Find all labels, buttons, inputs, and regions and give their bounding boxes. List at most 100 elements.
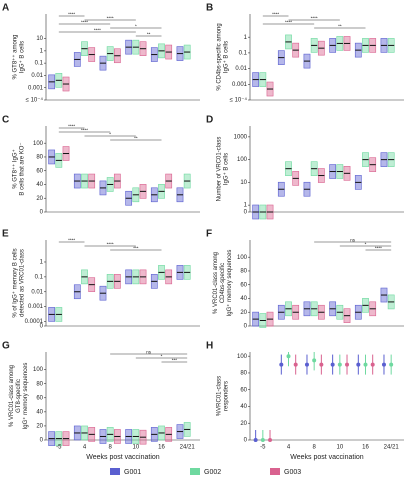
y-tick-label: 0 xyxy=(40,210,44,216)
y-tick-label: 1 xyxy=(40,48,44,54)
y-axis-label-line: % of IgG⁺ memory B cells xyxy=(11,248,18,317)
y-tick-label: 0.01 xyxy=(31,73,43,79)
panel-letter: B xyxy=(206,3,213,14)
y-tick-label: 100 xyxy=(237,354,248,360)
x-tick-label: 16 xyxy=(362,445,369,451)
y-axis-label-line: IgG⁺ memory sequences xyxy=(22,363,29,430)
y-tick-label: 100 xyxy=(237,255,248,261)
significance-label: * xyxy=(135,24,137,29)
y-axis-label: % of IgG⁺ memory B cellsdetected as VRC0… xyxy=(11,248,25,317)
x-tick-label: -5 xyxy=(56,445,62,451)
panel-letter: H xyxy=(206,341,213,352)
y-tick-label: 100 xyxy=(237,157,248,163)
y-tick-label: 1000 xyxy=(234,134,248,140)
point xyxy=(312,358,317,363)
x-tick-label: 8 xyxy=(108,445,112,451)
panel-letter: G xyxy=(2,341,10,352)
y-tick-label: 100 xyxy=(33,367,44,373)
x-tick-label: 4 xyxy=(287,445,291,451)
significance-label: ns xyxy=(146,350,152,355)
y-tick-label: 80 xyxy=(36,381,43,387)
y-tick-label: 60 xyxy=(240,282,247,288)
legend-swatch xyxy=(110,468,120,475)
x-tick-label: 24/21 xyxy=(180,445,196,451)
y-tick-label: 60 xyxy=(36,395,43,401)
x-tick-label: 16 xyxy=(158,445,165,451)
x-tick-label: 10 xyxy=(132,445,139,451)
significance-label: *** xyxy=(133,246,139,251)
y-tick-label: 0 xyxy=(244,438,248,444)
significance-label: * xyxy=(109,132,111,137)
significance-label: ** xyxy=(338,24,342,29)
y-tick-label: 20 xyxy=(36,423,43,429)
significance-label: ns xyxy=(350,238,356,243)
y-axis-label-line: IgG⁺ B cells xyxy=(222,153,229,185)
y-tick-label: 80 xyxy=(240,269,247,275)
y-tick-label: 0.1 xyxy=(239,50,248,56)
legend-label: G001 xyxy=(124,469,141,476)
panel-letter: C xyxy=(2,115,9,126)
point xyxy=(279,362,284,367)
y-tick-label: 40 xyxy=(240,404,247,410)
y-tick-label: ≤ 10⁻⁴ xyxy=(26,97,44,104)
y-axis-label-line: CD4bs-specific xyxy=(220,263,226,303)
legend-label: G003 xyxy=(284,469,301,476)
significance-label: ** xyxy=(147,32,151,37)
y-axis-label-line: Number of VRC01-class xyxy=(216,137,222,202)
y-tick-label: 0.001 xyxy=(28,304,44,310)
y-axis-label: % VRC01-class amongGT8-specificIgG⁺ memo… xyxy=(9,363,29,430)
y-tick-label: 1 xyxy=(40,260,44,266)
y-axis-label: % CD4bs-specific amongIgG⁺ B cells xyxy=(216,23,229,90)
legend-swatch xyxy=(190,468,200,475)
y-tick-label: 0.1 xyxy=(35,61,44,67)
significance-label: **** xyxy=(68,12,75,17)
point xyxy=(389,362,394,367)
significance-label: * xyxy=(365,242,367,247)
y-tick-label: ≤ 10⁻⁴ xyxy=(230,97,248,104)
y-tick-label: 40 xyxy=(240,296,247,302)
y-tick-label: 60 xyxy=(240,387,247,393)
y-tick-label: 0 xyxy=(244,210,248,216)
x-tick-label: -5 xyxy=(260,445,266,451)
y-tick-label: 0.001 xyxy=(232,82,248,88)
point xyxy=(253,438,258,442)
y-axis-label-line: % GT8⁺⁺ among xyxy=(11,34,18,79)
panel-letter: E xyxy=(2,229,9,240)
panel-letter: F xyxy=(206,229,212,240)
y-axis-label-line: %VRC01-class xyxy=(216,376,222,416)
point xyxy=(330,362,335,367)
y-axis-label: %VRC01-classresponders xyxy=(216,376,229,416)
y-tick-label: 0.001 xyxy=(28,85,44,91)
point xyxy=(260,438,265,442)
point xyxy=(363,362,368,367)
legend-swatch xyxy=(270,468,280,475)
point xyxy=(293,362,298,367)
point xyxy=(370,362,375,367)
x-tick-label: 4 xyxy=(83,445,87,451)
significance-label: **** xyxy=(107,16,114,21)
y-axis-label-line: % VRC01-class among xyxy=(213,252,219,314)
significance-label: **** xyxy=(81,20,88,25)
point xyxy=(319,362,324,367)
y-tick-label: 0.01 xyxy=(235,66,247,72)
y-axis-label: % GT8⁺⁺ IgG⁺B cells that are KO⁻ xyxy=(11,142,25,195)
significance-label: * xyxy=(161,354,163,359)
y-axis-label: % VRC01-class amongCD4bs-specificIgG⁺ me… xyxy=(213,250,233,317)
significance-label: **** xyxy=(68,124,75,129)
y-axis-label-line: IgG⁺ B cells xyxy=(222,41,229,73)
panel-letter: A xyxy=(2,3,9,14)
point xyxy=(337,362,342,367)
significance-label: **** xyxy=(375,246,382,251)
y-tick-label: 40 xyxy=(36,182,43,188)
y-tick-label: 0 xyxy=(244,324,248,330)
panel-letter: D xyxy=(206,115,213,126)
y-tick-label: 0 xyxy=(40,324,44,330)
significance-label: ** xyxy=(134,136,138,141)
x-tick-label: 8 xyxy=(312,445,316,451)
significance-label: **** xyxy=(272,12,279,17)
x-tick-label: 24/21 xyxy=(384,445,400,451)
point xyxy=(268,438,273,442)
y-tick-label: 20 xyxy=(240,310,247,316)
point xyxy=(381,362,386,367)
